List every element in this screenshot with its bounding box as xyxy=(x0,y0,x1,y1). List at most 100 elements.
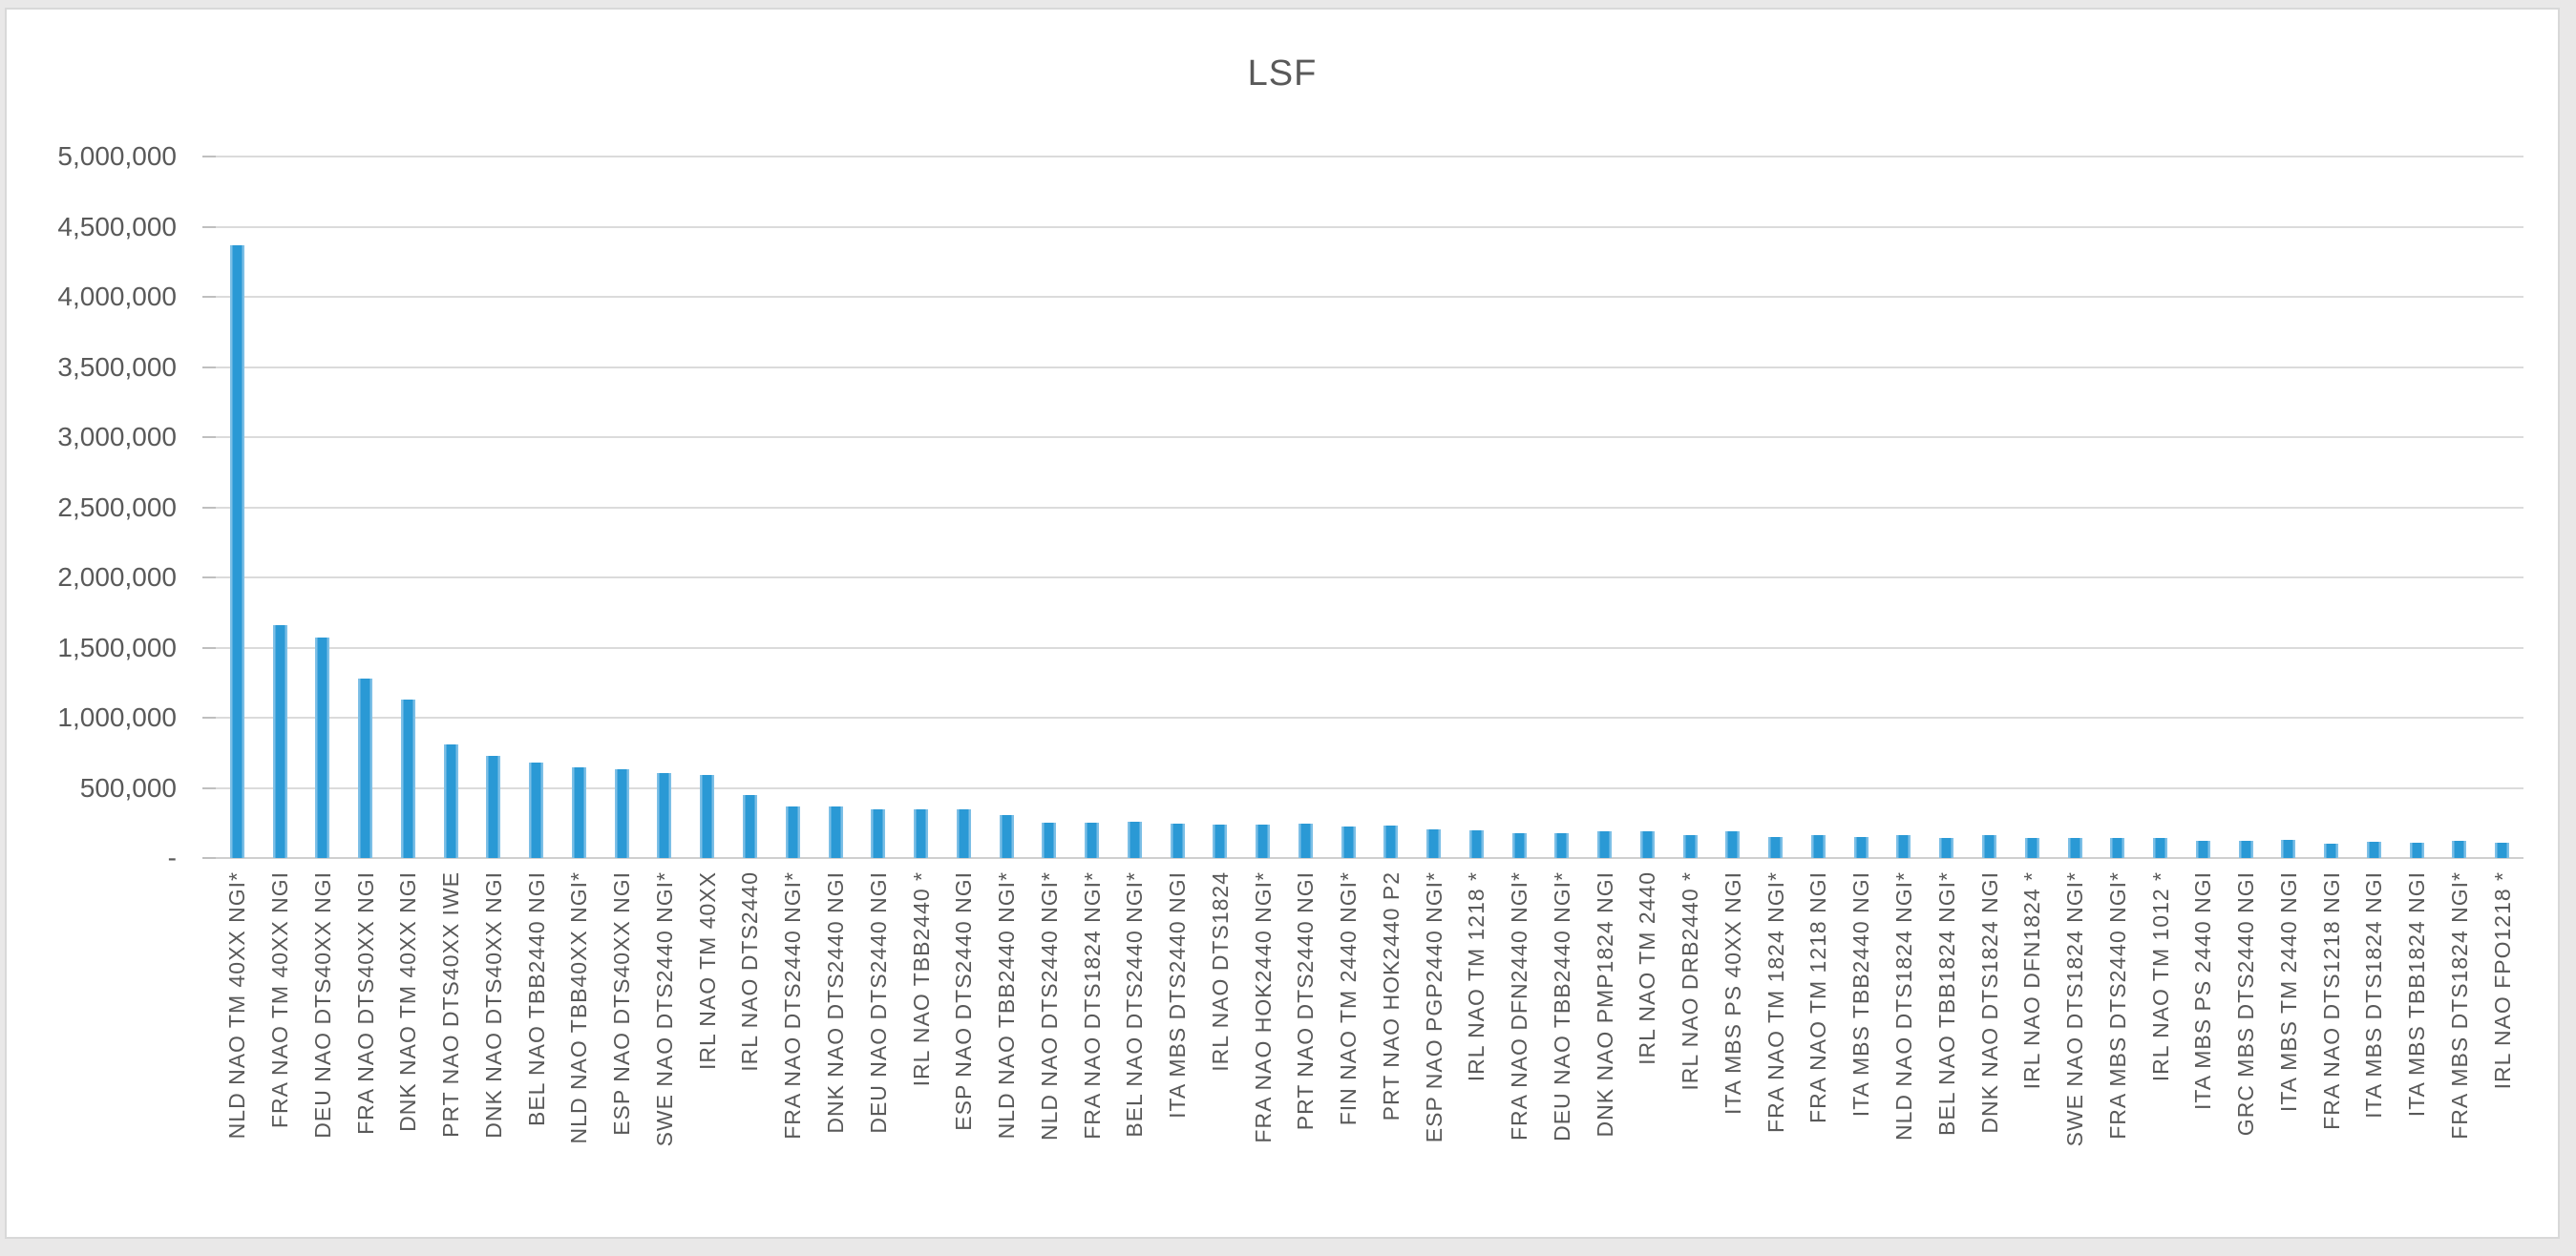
bar xyxy=(1854,837,1869,858)
bar xyxy=(2324,844,2338,858)
bar xyxy=(1811,835,1826,858)
bar xyxy=(1256,825,1270,858)
bar xyxy=(358,679,372,858)
bar xyxy=(1042,823,1056,858)
bar xyxy=(1383,826,1398,858)
x-axis-label: ITA MBS PS 2440 NGI xyxy=(2190,871,2215,1110)
y-axis-tick xyxy=(202,857,216,859)
bar xyxy=(2281,840,2295,858)
x-axis-label: FRA NAO DFN2440 NGI* xyxy=(1507,871,1531,1141)
x-axis-label: FRA NAO TM 1218 NGI xyxy=(1805,871,1830,1123)
gridline xyxy=(216,647,2523,649)
gridline xyxy=(216,226,2523,228)
bar xyxy=(2367,842,2381,858)
x-axis-label: IRL NAO DTS1824 xyxy=(1208,871,1233,1072)
bar xyxy=(700,775,714,858)
bar xyxy=(2110,838,2124,858)
x-axis-label: GRC MBS DTS2440 NGI xyxy=(2233,871,2258,1137)
bar xyxy=(1640,831,1655,858)
x-axis-label: ITA MBS TBB2440 NGI xyxy=(1848,871,1873,1118)
x-axis-label: NLD NAO DTS1824 NGI* xyxy=(1891,871,1916,1141)
bar xyxy=(871,809,885,858)
bar xyxy=(2239,841,2253,858)
y-axis-tick xyxy=(202,787,216,789)
x-axis-label: BEL NAO DTS2440 NGI* xyxy=(1122,871,1147,1138)
x-axis-label: ITA MBS DTS2440 NGI xyxy=(1165,871,1190,1119)
bar xyxy=(1128,822,1142,858)
gridline xyxy=(216,366,2523,368)
bar xyxy=(1341,827,1356,858)
bar xyxy=(1982,835,1996,858)
x-axis-label: ESP NAO DTS40XX NGI xyxy=(609,871,634,1136)
bar xyxy=(957,809,971,858)
x-axis-label: FRA MBS DTS1824 NGI* xyxy=(2447,871,2472,1140)
bar xyxy=(1896,835,1911,858)
x-axis-label: IRL NAO TM 40XX xyxy=(695,871,720,1071)
x-axis-label: DNK NAO DTS2440 NGI xyxy=(823,871,848,1134)
bar xyxy=(2410,843,2424,858)
bar xyxy=(2452,841,2466,858)
x-axis-label: DNK NAO PMP1824 NGI xyxy=(1593,871,1617,1138)
bar xyxy=(1426,829,1441,858)
bar xyxy=(1469,830,1484,858)
bar xyxy=(486,756,500,858)
x-axis-label: PRT NAO DTS2440 NGI xyxy=(1293,871,1318,1131)
x-axis-label: BEL NAO TBB1824 NGI* xyxy=(1934,871,1959,1136)
x-axis-label: NLD NAO TBB40XX NGI* xyxy=(566,871,591,1144)
y-axis-tick-label: 5,000,000 xyxy=(57,141,177,171)
x-axis-label: NLD NAO TBB2440 NGI* xyxy=(994,871,1019,1140)
bar xyxy=(401,700,415,858)
gridline xyxy=(216,436,2523,438)
x-axis-label: ITA MBS TM 2440 NGI xyxy=(2276,871,2301,1113)
bar xyxy=(1000,815,1014,858)
x-axis-label: DNK NAO DTS40XX NGI xyxy=(481,871,506,1139)
y-axis-tick xyxy=(202,717,216,719)
x-axis-label: ESP NAO PGP2440 NGI* xyxy=(1422,871,1446,1143)
x-axis-label: IRL NAO TM 1012 * xyxy=(2148,871,2173,1082)
y-axis-tick xyxy=(202,507,216,509)
x-axis-label: DEU NAO TBB2440 NGI* xyxy=(1550,871,1574,1141)
bar xyxy=(444,744,458,858)
bar xyxy=(2025,838,2039,858)
gridline xyxy=(216,507,2523,509)
x-axis-label: FRA MBS DTS2440 NGI* xyxy=(2105,871,2130,1140)
x-axis-label: IRL NAO TM 1218 * xyxy=(1464,871,1489,1082)
plot-area: - 500,000 1,000,000 1,500,000 2,000,000 2,500… xyxy=(7,10,2558,1237)
bar xyxy=(786,806,800,858)
chart-container: LSF - 500,000 1,000,000 1,500,000 2,000,000 2… xyxy=(5,8,2560,1239)
gridline xyxy=(216,296,2523,298)
x-axis-label: NLD NAO TM 40XX NGI* xyxy=(224,871,249,1140)
x-axis-label: DEU NAO DTS40XX NGI xyxy=(310,871,335,1139)
x-axis-label: IRL NAO TBB2440 * xyxy=(909,871,934,1087)
bar xyxy=(572,767,586,858)
x-axis-line xyxy=(216,857,2523,859)
x-axis-label: FRA NAO HOK2440 NGI* xyxy=(1251,871,1276,1143)
y-axis-tick xyxy=(202,576,216,578)
bar xyxy=(315,638,329,858)
gridline xyxy=(216,576,2523,578)
bar xyxy=(1512,833,1527,858)
x-axis-label: ESP NAO DTS2440 NGI xyxy=(951,871,976,1131)
y-axis-tick-label: 2,500,000 xyxy=(57,492,177,522)
y-axis-tick-label: 4,000,000 xyxy=(57,282,177,311)
x-axis-label: FRA NAO DTS40XX NGI xyxy=(353,871,378,1135)
y-axis-tick-label: 1,500,000 xyxy=(57,633,177,662)
bar xyxy=(2153,838,2167,858)
y-axis-tick-label: 2,000,000 xyxy=(57,562,177,592)
y-axis-tick xyxy=(202,647,216,649)
y-axis-tick-label: 1,000,000 xyxy=(57,702,177,732)
x-axis-label: SWE NAO DTS1824 NGI* xyxy=(2062,871,2087,1147)
bar xyxy=(1939,838,1953,858)
y-axis-tick-label: 500,000 xyxy=(79,773,177,803)
x-axis-label: IRL NAO FPO1218 * xyxy=(2490,871,2515,1090)
x-axis-label: FRA NAO TM 1824 NGI* xyxy=(1763,871,1788,1133)
x-axis-label: ITA MBS DTS1824 NGI xyxy=(2361,871,2386,1119)
bar xyxy=(529,763,543,858)
y-axis-tick xyxy=(202,366,216,368)
bar xyxy=(230,245,244,858)
bar xyxy=(829,806,843,858)
bar xyxy=(743,795,757,858)
x-axis-label: SWE NAO DTS2440 NGI* xyxy=(652,871,677,1147)
gridline xyxy=(216,156,2523,157)
x-axis-label: DNK NAO DTS1824 NGI xyxy=(1977,871,2002,1134)
